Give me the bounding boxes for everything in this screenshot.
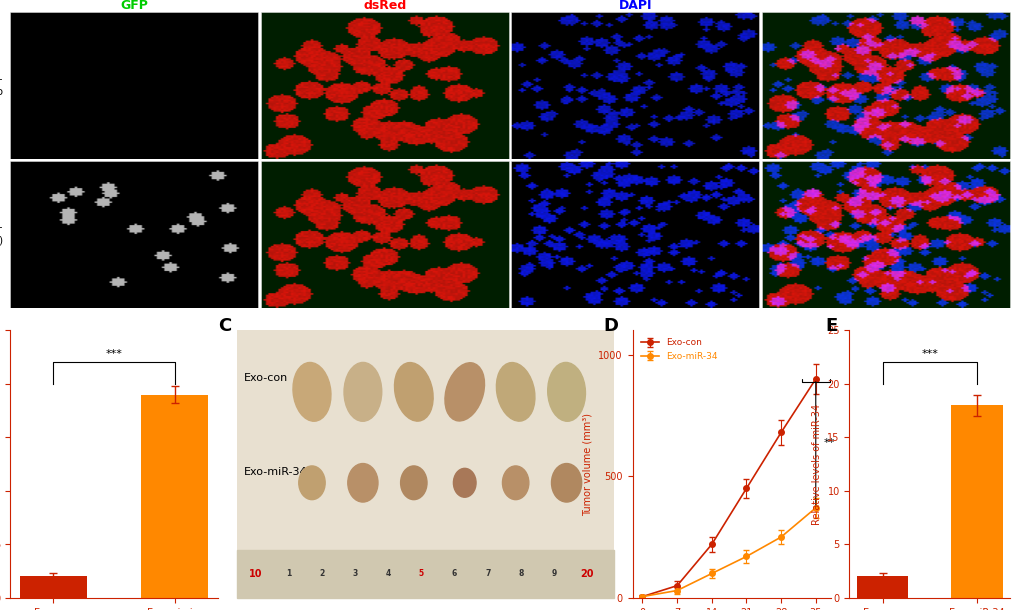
Bar — [856, 576, 908, 598]
Text: ***: *** — [920, 349, 937, 359]
Y-axis label: GC cells+
GCFs-exo (Cre): GC cells+ GCFs-exo (Cre) — [0, 223, 3, 245]
Ellipse shape — [547, 362, 585, 422]
Title: DAPI: DAPI — [618, 0, 651, 12]
Ellipse shape — [444, 363, 484, 421]
Text: 1: 1 — [285, 569, 290, 578]
Ellipse shape — [343, 362, 381, 422]
Ellipse shape — [453, 468, 476, 497]
Text: 20: 20 — [580, 569, 593, 579]
Bar — [142, 395, 208, 598]
Y-axis label: Relative levels of miR-34: Relative levels of miR-34 — [811, 403, 821, 525]
Y-axis label: GC cells+
GCFs-exo: GC cells+ GCFs-exo — [0, 75, 3, 96]
Text: 10: 10 — [249, 569, 262, 579]
Text: 9: 9 — [551, 569, 556, 578]
Legend: Exo-con, Exo-miR-34: Exo-con, Exo-miR-34 — [637, 335, 720, 365]
Ellipse shape — [347, 464, 378, 502]
Ellipse shape — [292, 362, 330, 422]
Bar — [950, 405, 1002, 598]
Ellipse shape — [502, 466, 528, 500]
Ellipse shape — [299, 466, 325, 500]
Ellipse shape — [496, 362, 534, 421]
Bar — [19, 576, 87, 598]
Y-axis label: Tumor volume (mm³): Tumor volume (mm³) — [582, 412, 592, 515]
Text: 8: 8 — [518, 569, 523, 578]
Text: ***: *** — [105, 349, 122, 359]
Text: 3: 3 — [352, 569, 358, 578]
Text: 6: 6 — [451, 569, 457, 578]
Text: 4: 4 — [385, 569, 390, 578]
Text: E: E — [824, 317, 837, 335]
Ellipse shape — [394, 362, 433, 421]
Title: GFP: GFP — [120, 0, 148, 12]
Text: Exo-miR-34: Exo-miR-34 — [244, 467, 308, 477]
FancyBboxPatch shape — [236, 550, 613, 598]
Title: dsRed: dsRed — [363, 0, 406, 12]
Ellipse shape — [551, 464, 581, 502]
Text: D: D — [602, 317, 618, 335]
Ellipse shape — [400, 466, 427, 500]
Title: Merge: Merge — [863, 0, 907, 12]
Text: 7: 7 — [485, 569, 490, 578]
Text: Exo-con: Exo-con — [244, 373, 288, 384]
Text: 2: 2 — [319, 569, 324, 578]
Text: **: ** — [822, 439, 834, 448]
Text: 5: 5 — [419, 569, 424, 578]
Text: C: C — [217, 317, 230, 335]
